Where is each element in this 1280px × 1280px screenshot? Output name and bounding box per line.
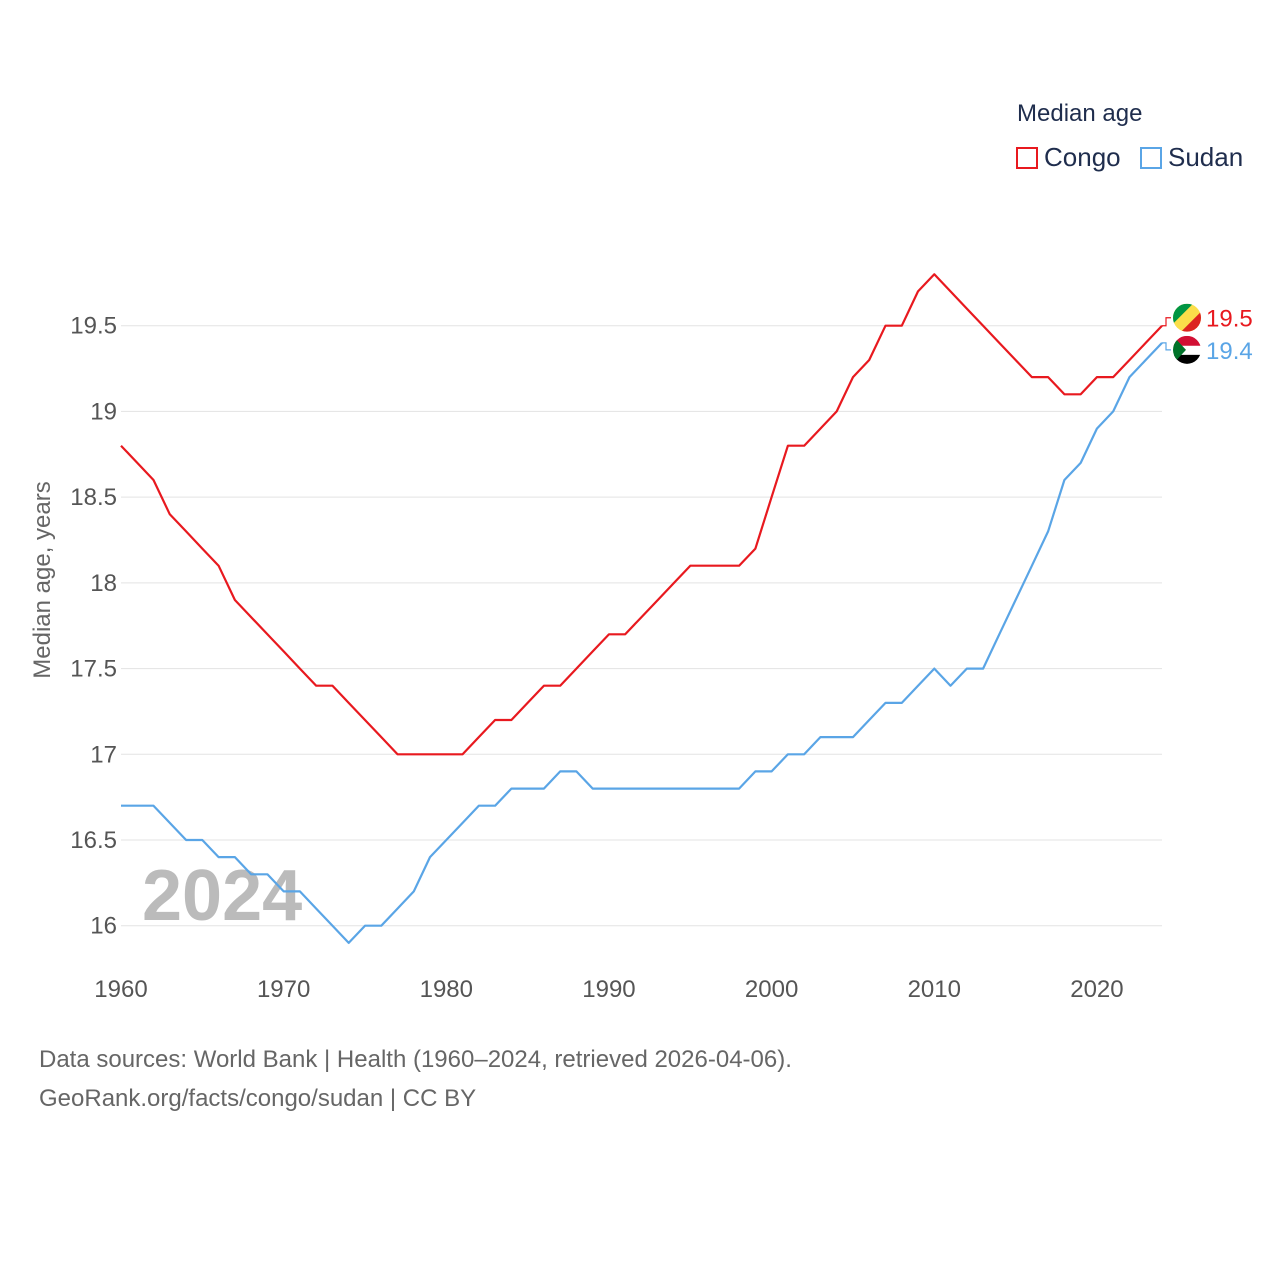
legend-item-congo[interactable]: Congo: [1016, 142, 1121, 173]
sudan-flag-icon: [1173, 335, 1201, 364]
y-tick-label: 16: [90, 913, 117, 940]
x-tick-label: 2010: [908, 976, 961, 1003]
year-watermark: 2024: [142, 856, 302, 936]
end-value-label-congo: 19.5: [1206, 306, 1253, 333]
legend-label-congo: Congo: [1044, 142, 1121, 172]
y-axis-label: Median age, years: [29, 481, 56, 678]
y-tick-label: 18: [90, 570, 117, 597]
series-line-sudan: [121, 342, 1163, 945]
legend-swatch-congo: [1016, 146, 1038, 169]
end-connector-congo: [1162, 317, 1171, 327]
data-source-text: Data sources: World Bank | Health (1960–…: [39, 1046, 792, 1073]
grid-lines: [121, 325, 1162, 927]
x-tick-label: 1960: [94, 976, 147, 1003]
end-value-label-sudan: 19.4: [1206, 338, 1253, 365]
legend-swatch-sudan: [1140, 146, 1162, 169]
x-tick-label: 1990: [582, 976, 635, 1003]
y-tick-label: 18.5: [70, 484, 117, 511]
y-axis-ticks: 16 16.5 17 17.5 18 18.5 19 19.5: [70, 313, 117, 940]
legend-label-sudan: Sudan: [1168, 142, 1244, 172]
x-axis-ticks: 1960 1970 1980 1990 2000 2010 2020: [94, 976, 1123, 1003]
y-tick-label: 16.5: [70, 827, 117, 854]
series-line-congo: [120, 273, 1163, 756]
x-tick-label: 1970: [257, 976, 310, 1003]
x-tick-label: 2020: [1070, 976, 1123, 1003]
legend-title: Median age: [1017, 100, 1143, 127]
y-tick-label: 19.5: [70, 313, 117, 340]
y-tick-label: 17: [90, 741, 117, 768]
x-tick-label: 1980: [420, 976, 473, 1003]
congo-flag-icon: [1173, 303, 1201, 332]
y-tick-label: 19: [90, 398, 117, 425]
series-end-markers: 19.5 19.4: [1162, 303, 1253, 365]
x-tick-label: 2000: [745, 976, 798, 1003]
end-connector-sudan: [1162, 342, 1171, 351]
y-tick-label: 17.5: [70, 656, 117, 683]
attribution-link[interactable]: GeoRank.org/facts/congo/sudan | CC BY: [39, 1085, 477, 1112]
legend-item-sudan[interactable]: Sudan: [1140, 142, 1243, 173]
series-lines: [120, 273, 1163, 945]
